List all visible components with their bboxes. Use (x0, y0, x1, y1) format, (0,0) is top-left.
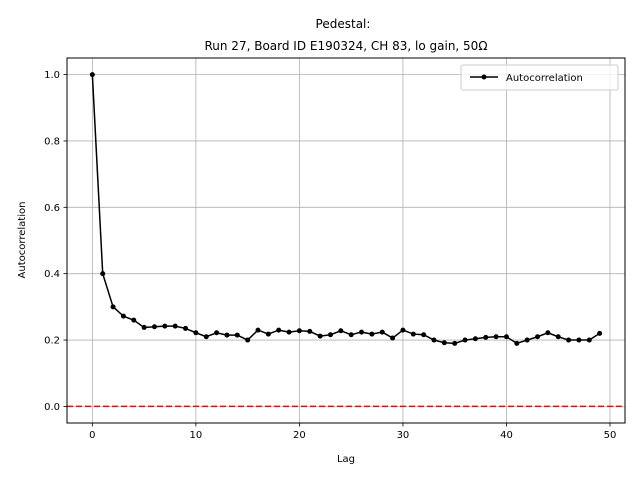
data-point (307, 328, 313, 334)
y-tick-label: 0.2 (44, 336, 60, 347)
data-point (245, 337, 251, 343)
data-point (597, 330, 603, 336)
data-point (255, 327, 261, 333)
data-point (503, 334, 509, 340)
data-point (338, 328, 344, 334)
data-point (120, 313, 126, 319)
data-point (441, 340, 447, 346)
data-point (545, 330, 551, 336)
data-point (535, 334, 541, 340)
data-point (493, 334, 499, 340)
data-point (183, 325, 189, 331)
y-axis: 0.0 0.2 0.4 0.6 0.8 1.0 (44, 70, 67, 413)
data-point (286, 329, 292, 335)
x-axis-label: Lag (337, 454, 355, 465)
data-point (566, 337, 572, 343)
legend-label: Autocorrelation (506, 73, 583, 84)
x-tick-label: 0 (89, 430, 95, 441)
y-tick-label: 0.8 (44, 136, 60, 147)
data-point (410, 331, 416, 337)
data-point (431, 337, 437, 343)
data-point (224, 332, 230, 338)
legend-marker-swatch (481, 74, 487, 80)
data-point (296, 328, 302, 334)
y-tick-label: 1.0 (44, 70, 60, 81)
data-point (359, 329, 365, 335)
data-point (390, 335, 396, 341)
data-point (586, 337, 592, 343)
grid (67, 58, 625, 423)
y-tick-label: 0.4 (44, 269, 60, 280)
data-point (462, 337, 468, 343)
legend-box (460, 64, 619, 91)
data-point (327, 332, 333, 338)
data-point (203, 334, 209, 340)
data-point (193, 330, 199, 336)
data-point (524, 337, 530, 343)
data-point (276, 327, 282, 333)
y-tick-label: 0.6 (44, 203, 60, 214)
data-point (348, 332, 354, 338)
data-point (483, 334, 489, 340)
data-point (317, 333, 323, 339)
data-point (379, 329, 385, 335)
y-tick-label: 0.0 (44, 402, 60, 413)
data-point (576, 337, 582, 343)
data-point (151, 324, 157, 330)
y-axis-label: Autocorrelation (17, 202, 28, 279)
data-point (131, 317, 137, 323)
x-tick-label: 10 (190, 430, 203, 441)
plot-area-frame (66, 57, 626, 424)
data-point (100, 271, 106, 277)
chart-title: Pedestal: (316, 17, 371, 31)
data-point (214, 330, 220, 336)
data-point (514, 340, 520, 346)
data-point (472, 336, 478, 342)
data-point (234, 332, 240, 338)
data-point (172, 323, 178, 329)
series-group (89, 72, 603, 346)
data-point (110, 304, 116, 310)
data-point (452, 340, 458, 346)
data-point (162, 323, 168, 329)
data-point (555, 334, 561, 340)
legend: Autocorrelation (460, 64, 619, 91)
x-tick-label: 50 (604, 430, 617, 441)
x-tick-label: 40 (500, 430, 513, 441)
x-tick-label: 30 (397, 430, 410, 441)
data-point (265, 331, 271, 337)
data-point (89, 72, 95, 78)
data-point (400, 327, 406, 333)
chart-subtitle: Run 27, Board ID E190324, CH 83, lo gain… (204, 39, 487, 53)
x-tick-label: 20 (293, 430, 306, 441)
x-axis: 0 10 20 30 40 50 (89, 423, 616, 441)
data-point (421, 332, 427, 338)
data-point (369, 331, 375, 337)
data-point (141, 324, 147, 330)
